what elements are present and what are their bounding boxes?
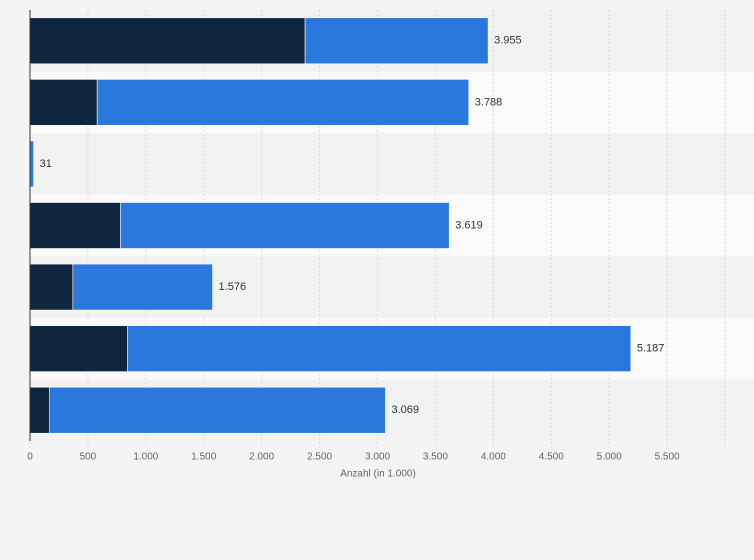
row-band: [30, 133, 754, 195]
total-label: 3.788: [475, 96, 503, 108]
x-tick-label: 2.500: [307, 452, 332, 463]
total-label: 5.187: [637, 343, 665, 355]
bar-segment: [304, 17, 489, 65]
bar-segment: [29, 325, 128, 372]
bar-segment: [49, 386, 386, 434]
total-label: 31: [40, 158, 52, 170]
x-tick-label: 3.000: [365, 452, 390, 463]
bar-segment: [72, 263, 213, 311]
x-tick-label: 4.500: [539, 452, 564, 463]
x-tick-label: 2.000: [249, 452, 274, 463]
x-tick-label: 4.000: [481, 452, 506, 463]
bar-segment: [120, 202, 450, 249]
x-tick-label: 5.000: [597, 452, 622, 463]
x-tick-label: 1.500: [191, 452, 216, 463]
x-tick-label: 500: [80, 452, 97, 463]
total-label: 3.619: [455, 219, 483, 231]
bar-segment: [29, 386, 50, 434]
bar-segment: [29, 263, 74, 311]
x-tick-label: 1.000: [133, 452, 158, 463]
total-label: 1.576: [219, 281, 247, 293]
bar-segment: [29, 17, 306, 65]
x-tick-label: 5.500: [655, 452, 680, 463]
total-label: 3.069: [391, 404, 419, 416]
bar-segment: [29, 79, 98, 126]
bar-segment: [127, 325, 632, 372]
total-label: 3.955: [494, 35, 522, 47]
bar-segment: [29, 202, 121, 249]
x-tick-label: 3.500: [423, 452, 448, 463]
x-tick-label: 0: [27, 452, 33, 463]
x-axis-label: Anzahl (in 1.000): [340, 469, 416, 480]
bar-segment: [96, 79, 470, 126]
bar-segment: [29, 140, 34, 188]
